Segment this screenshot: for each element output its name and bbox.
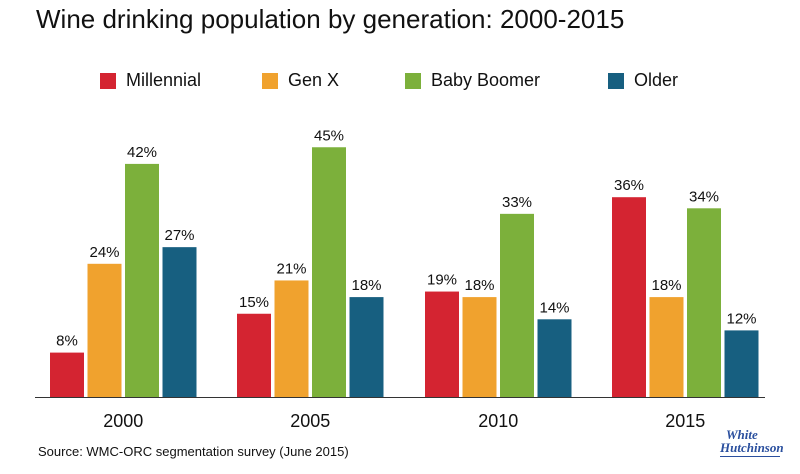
data-label-millennial-2000: 8% — [56, 333, 78, 350]
legend-item-genx: Gen X — [262, 70, 339, 91]
bar-babyboomer-2005 — [312, 147, 346, 397]
bar-genx-2015 — [649, 297, 684, 397]
data-label-genx-2015: 18% — [651, 277, 681, 294]
legend-swatch-millennial — [100, 72, 116, 89]
bar-babyboomer-2010 — [500, 213, 534, 397]
data-label-older-2000: 27% — [164, 227, 194, 244]
legend-label-older: Older — [634, 70, 679, 90]
data-label-genx-2005: 21% — [276, 260, 306, 277]
bar-older-2015 — [724, 330, 759, 397]
bar-millennial-2000 — [50, 352, 84, 397]
source-note: Source: WMC-ORC segmentation survey (Jun… — [38, 444, 349, 459]
data-label-genx-2010: 18% — [464, 277, 494, 294]
bar-genx-2005 — [274, 280, 309, 397]
data-label-genx-2000: 24% — [89, 244, 119, 261]
data-label-babyboomer-2010: 33% — [502, 194, 532, 211]
x-tick-label-2005: 2005 — [290, 411, 330, 431]
data-label-babyboomer-2015: 34% — [689, 188, 719, 205]
data-label-millennial-2015: 36% — [614, 177, 644, 194]
legend-swatch-genx — [262, 72, 278, 89]
data-label-babyboomer-2005: 45% — [314, 127, 344, 144]
x-tick-label-2000: 2000 — [103, 411, 143, 431]
bar-genx-2000 — [87, 263, 122, 397]
bar-babyboomer-2015 — [687, 208, 721, 397]
data-label-older-2010: 14% — [539, 299, 569, 316]
legend-label-babyboomer: Baby Boomer — [431, 70, 541, 90]
bar-older-2010 — [537, 319, 572, 397]
chart-legend: Millennial Gen X Baby Boomer Older — [0, 70, 800, 100]
legend-swatch-older — [608, 72, 624, 89]
legend-item-older: Older — [608, 70, 678, 91]
data-label-millennial-2005: 15% — [239, 294, 269, 311]
legend-label-genx: Gen X — [288, 70, 340, 90]
bar-genx-2010 — [462, 297, 497, 397]
bar-babyboomer-2000 — [125, 163, 159, 397]
legend-swatch-babyboomer — [405, 72, 421, 89]
bar-older-2005 — [349, 297, 384, 397]
legend-label-millennial: Millennial — [126, 70, 202, 90]
x-tick-label-2010: 2010 — [478, 411, 518, 431]
x-tick-label-2015: 2015 — [665, 411, 705, 431]
chart-title: Wine drinking population by generation: … — [36, 4, 625, 34]
bar-millennial-2005 — [237, 313, 271, 397]
bar-millennial-2010 — [425, 291, 459, 397]
data-label-older-2005: 18% — [351, 277, 381, 294]
legend-item-millennial: Millennial — [100, 70, 201, 91]
data-label-older-2015: 12% — [726, 310, 756, 327]
bar-millennial-2015 — [612, 197, 646, 397]
data-label-millennial-2010: 19% — [427, 272, 457, 289]
legend-item-babyboomer: Baby Boomer — [405, 70, 540, 91]
white-hutchinson-logo: White Hutchinson — [720, 427, 784, 457]
bar-older-2000 — [162, 247, 197, 397]
data-label-babyboomer-2000: 42% — [127, 144, 157, 161]
